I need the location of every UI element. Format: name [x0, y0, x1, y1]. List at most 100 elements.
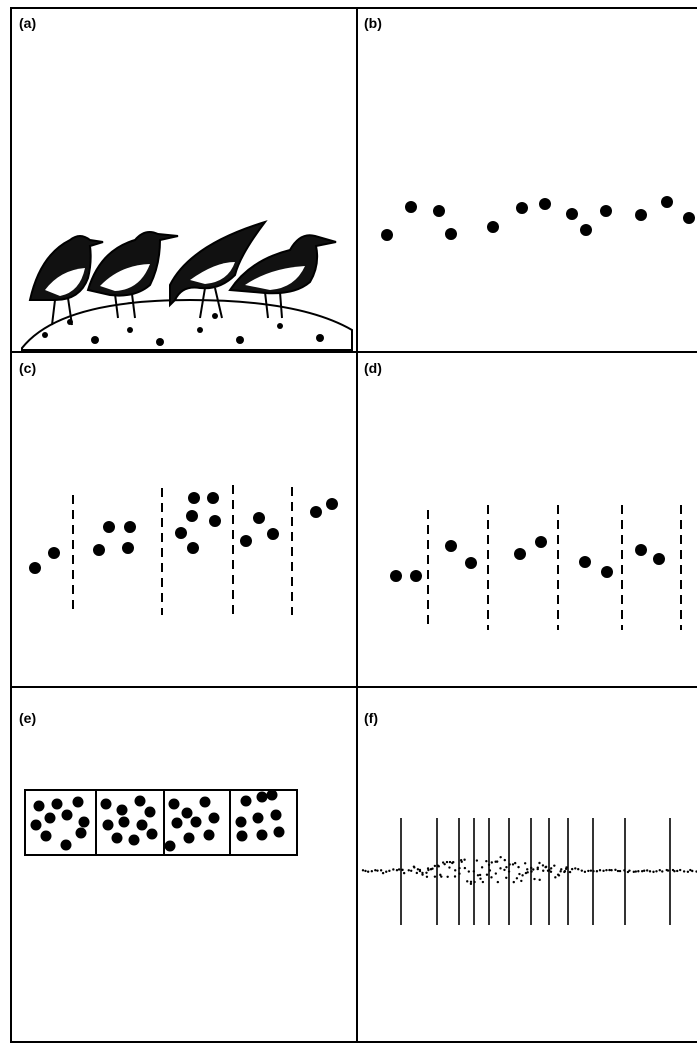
dot [79, 817, 90, 828]
small-dot [460, 859, 462, 861]
small-dot [416, 872, 418, 874]
small-dot [473, 870, 475, 872]
dot [119, 817, 130, 828]
small-dot [448, 866, 450, 868]
panel-label: (c) [19, 360, 36, 376]
dot [172, 818, 183, 829]
small-dot [538, 879, 540, 881]
small-dot [481, 866, 483, 868]
small-dot [446, 861, 448, 863]
small-dot [563, 871, 565, 873]
small-dot [401, 869, 403, 871]
dot [535, 536, 547, 548]
small-dot [482, 881, 484, 883]
small-dot [590, 869, 592, 871]
small-dot [438, 865, 440, 867]
dot [487, 221, 499, 233]
dot [236, 817, 247, 828]
small-dot [683, 870, 685, 872]
small-dot [587, 870, 589, 872]
dot [635, 209, 647, 221]
small-dot [623, 869, 625, 871]
dot [410, 570, 422, 582]
dot [600, 205, 612, 217]
dot [137, 820, 148, 831]
dot [267, 528, 279, 540]
small-dot [513, 881, 515, 883]
dot [48, 547, 60, 559]
dot [310, 506, 322, 518]
small-dot [496, 860, 498, 862]
small-dot [646, 869, 648, 871]
small-dot [679, 869, 681, 871]
small-dot [633, 871, 635, 873]
small-dot [565, 868, 567, 870]
small-dot [434, 875, 436, 877]
small-dot [554, 876, 556, 878]
small-dot [687, 871, 689, 873]
small-dot [537, 866, 539, 868]
small-dot [382, 872, 384, 874]
small-dot [388, 870, 390, 872]
small-dot [596, 870, 598, 872]
dot [580, 224, 592, 236]
small-dot [419, 869, 421, 871]
dot [579, 556, 591, 568]
small-dot [446, 876, 448, 878]
small-dot [505, 866, 507, 868]
dot [257, 830, 268, 841]
small-dot [691, 870, 693, 872]
small-dot [673, 870, 675, 872]
small-dot [473, 881, 475, 883]
small-dot [667, 869, 669, 871]
small-dot [617, 870, 619, 872]
small-dot [426, 876, 428, 878]
small-dot [661, 870, 663, 872]
dot [147, 829, 158, 840]
small-dot [574, 867, 576, 869]
panel-label: (b) [364, 15, 382, 31]
dot [271, 810, 282, 821]
small-dot [524, 862, 526, 864]
small-dot [403, 872, 405, 874]
small-dot [553, 864, 555, 866]
dot [182, 808, 193, 819]
dot [539, 198, 551, 210]
small-dot [374, 869, 376, 871]
small-dot [605, 869, 607, 871]
small-dot [427, 869, 429, 871]
small-dot [488, 864, 490, 866]
small-dot [466, 880, 468, 882]
dot [237, 831, 248, 842]
small-dot [491, 861, 493, 863]
dot [381, 229, 393, 241]
small-dot [526, 868, 528, 870]
dot [93, 544, 105, 556]
dots [381, 196, 695, 241]
small-dot [584, 871, 586, 873]
small-dot [396, 869, 398, 871]
dot [76, 828, 87, 839]
small-dot [520, 880, 522, 882]
small-dot [454, 875, 456, 877]
dot [240, 535, 252, 547]
dashed-dividers [73, 485, 681, 630]
dot [683, 212, 695, 224]
small-dot [477, 874, 479, 876]
small-dot [550, 867, 552, 869]
dot [661, 196, 673, 208]
small-dot [530, 870, 532, 872]
small-dot [676, 870, 678, 872]
small-dot [649, 870, 651, 872]
small-dot [463, 859, 465, 861]
panel-label: (e) [19, 710, 36, 726]
dot [326, 498, 338, 510]
dot [445, 540, 457, 552]
dot [61, 840, 72, 851]
small-dot [538, 862, 540, 864]
small-dot [458, 872, 460, 874]
small-dot [517, 866, 519, 868]
dot [274, 827, 285, 838]
dot [41, 831, 52, 842]
small-dot [434, 865, 436, 867]
